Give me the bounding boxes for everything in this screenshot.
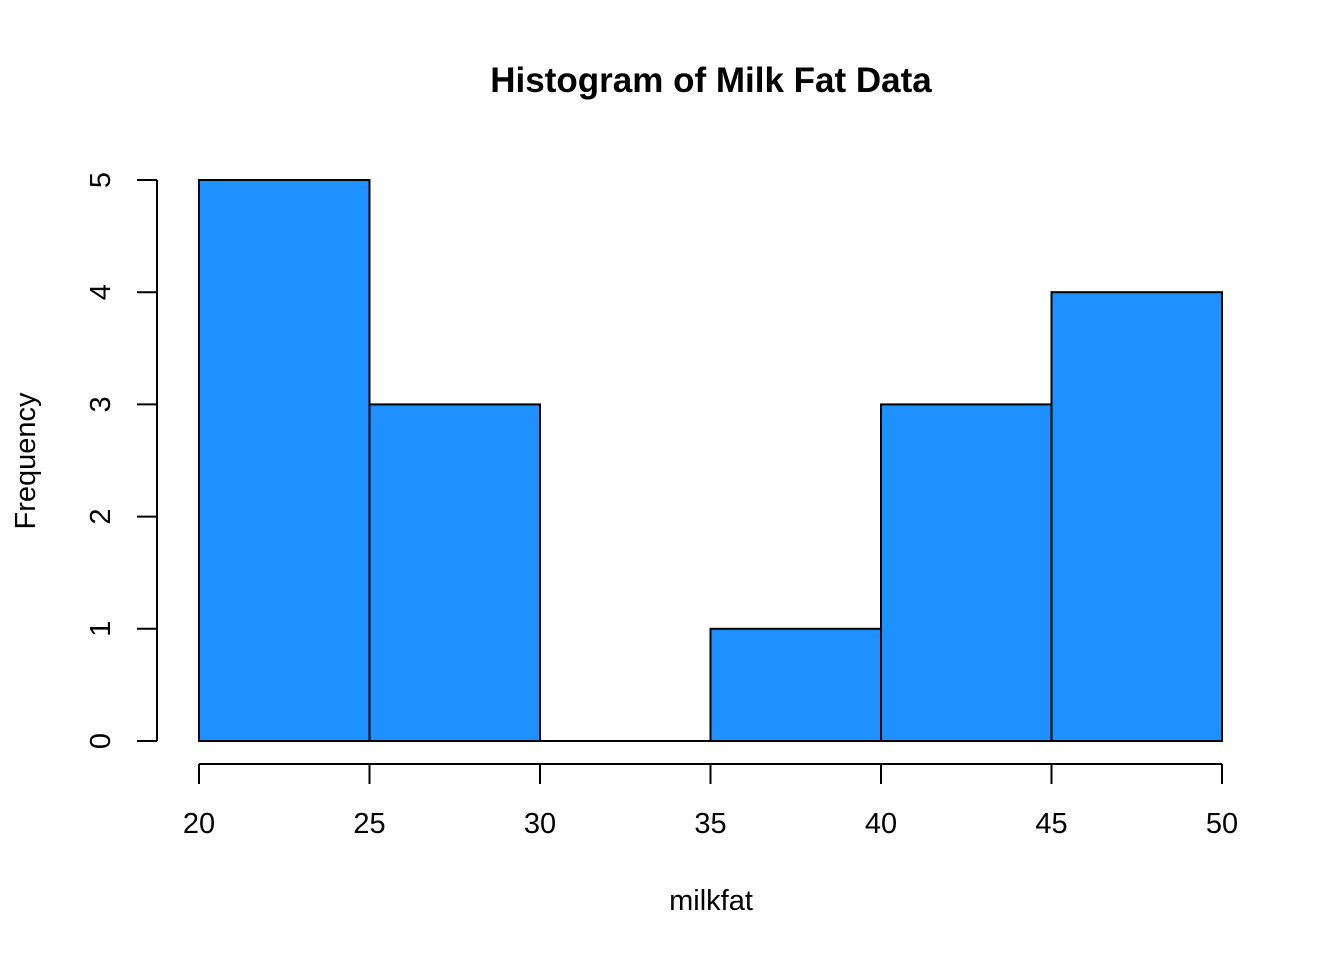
histogram-bar bbox=[709, 627, 882, 742]
histogram-bar bbox=[368, 403, 541, 742]
x-axis-label: milkfat bbox=[669, 885, 753, 917]
y-tick-label: 4 bbox=[85, 284, 117, 300]
x-tick-label: 40 bbox=[865, 808, 897, 840]
x-tick-label: 35 bbox=[694, 808, 726, 840]
x-tick-label: 50 bbox=[1206, 808, 1238, 840]
x-tick-label: 20 bbox=[183, 808, 215, 840]
y-axis: 0 1 2 3 4 5 bbox=[85, 172, 158, 749]
x-tick-label: 30 bbox=[524, 808, 556, 840]
chart-title: Histogram of Milk Fat Data bbox=[490, 61, 932, 100]
histogram-bar bbox=[880, 403, 1053, 742]
x-axis: 20 25 30 35 40 45 50 bbox=[183, 763, 1238, 840]
x-tick-label: 25 bbox=[353, 808, 385, 840]
y-tick-label: 0 bbox=[85, 733, 117, 749]
y-tick-label: 2 bbox=[85, 509, 117, 525]
y-tick-label: 5 bbox=[85, 172, 117, 188]
x-tick-label: 45 bbox=[1035, 808, 1067, 840]
y-tick-label: 1 bbox=[85, 621, 117, 637]
bars-group bbox=[198, 179, 1223, 742]
y-axis-label: Frequency bbox=[10, 392, 42, 530]
y-tick-label: 3 bbox=[85, 396, 117, 412]
histogram-bar bbox=[198, 179, 371, 742]
histogram-bar bbox=[1050, 291, 1223, 742]
